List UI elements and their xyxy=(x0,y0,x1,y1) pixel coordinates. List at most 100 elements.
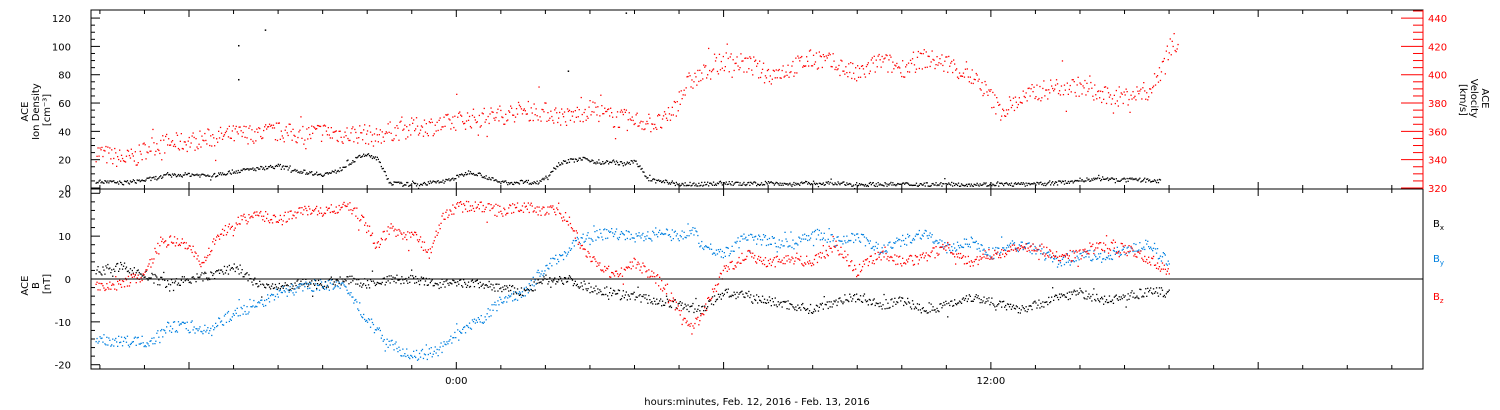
velocity-point xyxy=(282,137,284,139)
by-point xyxy=(969,246,971,248)
velocity-point xyxy=(356,137,358,139)
bx-point xyxy=(1090,295,1092,298)
velocity-point xyxy=(431,121,433,123)
bz-point xyxy=(201,262,203,264)
by-point xyxy=(524,295,526,297)
velocity-point xyxy=(940,63,942,65)
density-point xyxy=(125,181,128,183)
bx-point xyxy=(982,300,984,302)
density-point xyxy=(1159,179,1162,181)
density-point xyxy=(911,184,914,187)
by-point xyxy=(1060,265,1063,267)
velocity-point xyxy=(900,72,902,74)
by-point xyxy=(999,253,1001,255)
density-point xyxy=(717,183,720,185)
by-point xyxy=(631,237,633,239)
bz-point xyxy=(431,246,433,248)
by-point xyxy=(1120,253,1122,256)
by-point xyxy=(625,230,627,232)
bx-point xyxy=(808,310,811,312)
bx-point xyxy=(415,281,418,284)
density-point xyxy=(981,184,983,186)
density-point xyxy=(710,183,713,185)
velocity-point xyxy=(947,71,949,73)
bz-point xyxy=(465,200,468,203)
bx-point xyxy=(153,282,155,284)
by-point xyxy=(653,232,655,234)
bz-point xyxy=(303,209,305,211)
density-point xyxy=(362,155,364,157)
density-point xyxy=(1151,181,1153,183)
bx-point xyxy=(518,294,521,296)
bx-point xyxy=(184,280,186,282)
density-point xyxy=(920,183,922,185)
by-point xyxy=(807,239,809,242)
bz-point xyxy=(267,213,269,215)
bz-point xyxy=(217,234,219,236)
density-point xyxy=(393,181,395,183)
bx-point xyxy=(691,305,693,307)
by-point xyxy=(166,326,168,328)
density-point xyxy=(415,185,418,187)
density-point xyxy=(494,179,496,181)
by-point xyxy=(479,321,481,323)
bz-point xyxy=(502,215,504,217)
bx-point xyxy=(635,296,637,298)
velocity-point xyxy=(476,121,478,123)
velocity-point xyxy=(964,68,967,70)
bx-point xyxy=(833,300,835,302)
by-point xyxy=(174,331,177,333)
density-point xyxy=(1071,180,1073,182)
by-point xyxy=(746,239,748,241)
bx-point xyxy=(683,307,685,309)
bx-point xyxy=(527,288,529,291)
bx-point xyxy=(365,284,367,287)
density-point xyxy=(513,181,516,183)
velocity-point xyxy=(213,137,215,139)
velocity-point xyxy=(1083,87,1085,89)
velocity-point xyxy=(494,119,496,121)
density-point xyxy=(1081,179,1083,181)
bz-point xyxy=(679,314,681,316)
density-point xyxy=(980,184,982,186)
velocity-point xyxy=(745,57,747,59)
density-point xyxy=(205,175,207,177)
bz-point xyxy=(179,244,181,247)
by-point xyxy=(850,239,852,242)
density-point xyxy=(106,182,108,184)
density-point xyxy=(908,184,911,186)
velocity-point xyxy=(318,125,321,127)
by-point xyxy=(341,282,343,284)
by-point xyxy=(730,250,732,252)
by-point xyxy=(508,294,510,297)
by-point xyxy=(1114,253,1116,255)
velocity-point xyxy=(450,128,452,130)
bx-point xyxy=(1127,293,1129,295)
density-point xyxy=(835,183,837,185)
velocity-point xyxy=(578,109,580,111)
by-point xyxy=(1071,251,1073,253)
bx-point xyxy=(755,299,757,302)
velocity-point xyxy=(956,76,959,78)
density-point xyxy=(875,183,877,185)
velocity-point xyxy=(948,55,950,58)
bz-point xyxy=(473,210,476,212)
density-point xyxy=(1091,178,1093,180)
velocity-point xyxy=(220,132,223,134)
velocity-point xyxy=(495,116,497,119)
density-point xyxy=(1148,180,1150,182)
by-point xyxy=(490,315,492,317)
by-point xyxy=(536,271,538,274)
density-point xyxy=(410,184,412,186)
bx-point xyxy=(995,309,997,311)
by-point xyxy=(778,239,780,241)
velocity-point xyxy=(393,138,395,140)
by-point xyxy=(614,231,617,233)
velocity-point xyxy=(1173,33,1175,35)
by-point xyxy=(995,246,997,249)
density-point xyxy=(265,165,267,168)
by-point xyxy=(217,324,219,327)
velocity-point xyxy=(131,153,133,155)
bz-point xyxy=(216,236,218,238)
bx-point xyxy=(1007,303,1010,306)
